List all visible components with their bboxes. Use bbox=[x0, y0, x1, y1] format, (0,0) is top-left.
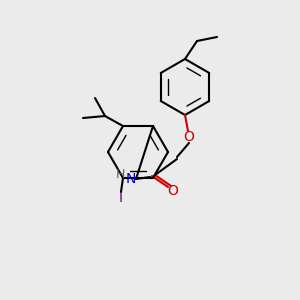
Text: O: O bbox=[168, 184, 178, 198]
Text: I: I bbox=[119, 191, 123, 205]
Text: O: O bbox=[184, 130, 194, 144]
Text: N: N bbox=[126, 172, 136, 186]
Text: H: H bbox=[115, 167, 125, 181]
